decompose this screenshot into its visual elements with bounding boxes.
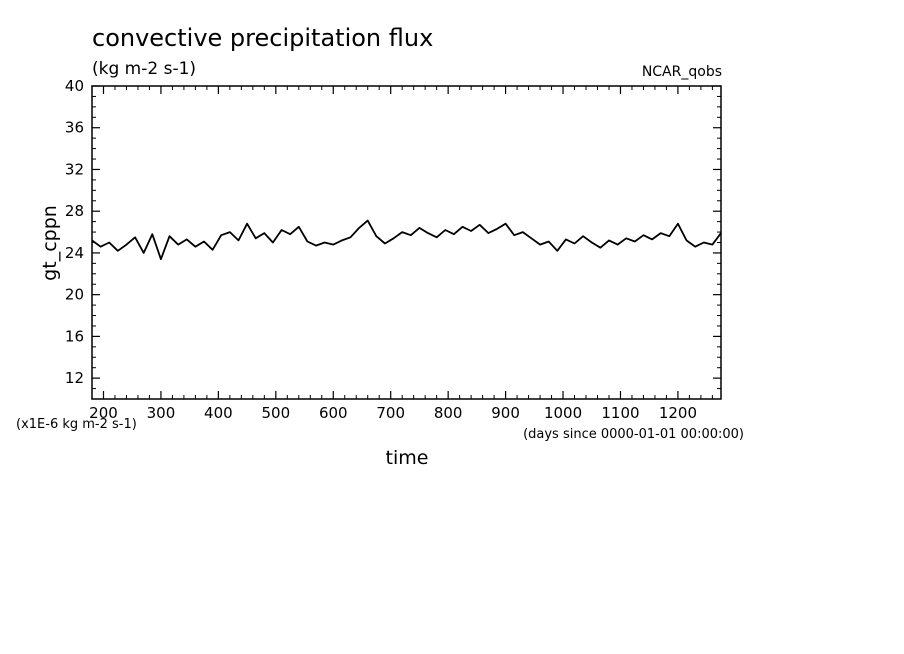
y-scale-note: (x1E-6 kg m-2 s-1) — [16, 417, 137, 432]
x-tick-label: 600 — [319, 404, 348, 422]
y-axis-label: gt_cppn — [39, 205, 61, 281]
x-tick-label: 400 — [204, 404, 233, 422]
chart-title: convective precipitation flux — [92, 24, 433, 52]
y-tick-label: 36 — [65, 119, 84, 137]
series-line — [91, 219, 722, 261]
x-tick-label: 500 — [261, 404, 290, 422]
x-tick-label: 800 — [434, 404, 463, 422]
plot-frame — [91, 85, 722, 400]
y-tick-label: 16 — [65, 327, 84, 345]
y-tick-label: 24 — [65, 244, 84, 262]
x-tick-label: 1200 — [659, 404, 697, 422]
y-axis-ticks: 12 16 20 24 28 32 36 40 — [65, 77, 721, 387]
minor-ticks — [92, 86, 721, 400]
y-tick-label: 28 — [65, 202, 84, 220]
y-tick-label: 20 — [65, 286, 84, 304]
x-tick-label: 1000 — [544, 404, 582, 422]
x-axis-ticks: 200 300 400 500 600 700 800 900 1000 1100 1200 — [89, 86, 697, 422]
x-tick-label: 200 — [89, 404, 118, 422]
x-tick-label: 700 — [376, 404, 405, 422]
source-label: NCAR_qobs — [642, 64, 722, 80]
chart-units: (kg m-2 s-1) — [92, 59, 196, 79]
y-tick-label: 32 — [65, 160, 84, 178]
x-tick-label: 900 — [491, 404, 520, 422]
x-tick-label: 300 — [147, 404, 176, 422]
y-tick-label: 12 — [65, 369, 84, 387]
x-tick-label: 1100 — [601, 404, 639, 422]
x-axis-label: time — [386, 447, 429, 469]
x-axis-units: (days since 0000-01-01 00:00:00) — [523, 427, 744, 442]
y-tick-label: 40 — [65, 77, 84, 95]
